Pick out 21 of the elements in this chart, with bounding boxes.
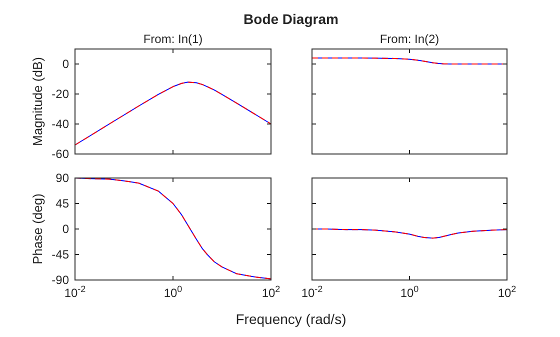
y-tick-label: -60 — [52, 147, 70, 161]
y-tick-label: 0 — [62, 222, 70, 236]
y-axis-title: Phase (deg) — [30, 194, 45, 264]
y-tick-label: -45 — [52, 248, 70, 262]
x-tick-label: 10$^{-2}$ — [301, 284, 323, 300]
x-tick-label: 10$^{0}$ — [164, 284, 182, 300]
y-tick-label: -40 — [52, 117, 70, 131]
y-tick-label: 45 — [56, 196, 70, 210]
x-axis-title: Frequency (rad/s) — [236, 311, 346, 327]
x-tick-label: 10$^{2}$ — [262, 284, 280, 300]
chart-title: From: In(1) — [143, 32, 203, 46]
chart-title: From: In(2) — [380, 32, 440, 46]
y-tick-label: -90 — [52, 273, 70, 287]
x-tick-label: 10$^{2}$ — [498, 284, 516, 300]
x-tick-label: 10$^{0}$ — [400, 284, 419, 300]
text: Bode Diagram — [244, 11, 338, 27]
y-axis-title: Magnitude (dB) — [30, 57, 45, 146]
y-tick-label: 90 — [56, 171, 70, 185]
x-tick-label: 10$^{-2}$ — [64, 284, 86, 300]
y-tick-label: -20 — [52, 87, 70, 101]
y-tick-label: 0 — [62, 57, 70, 71]
